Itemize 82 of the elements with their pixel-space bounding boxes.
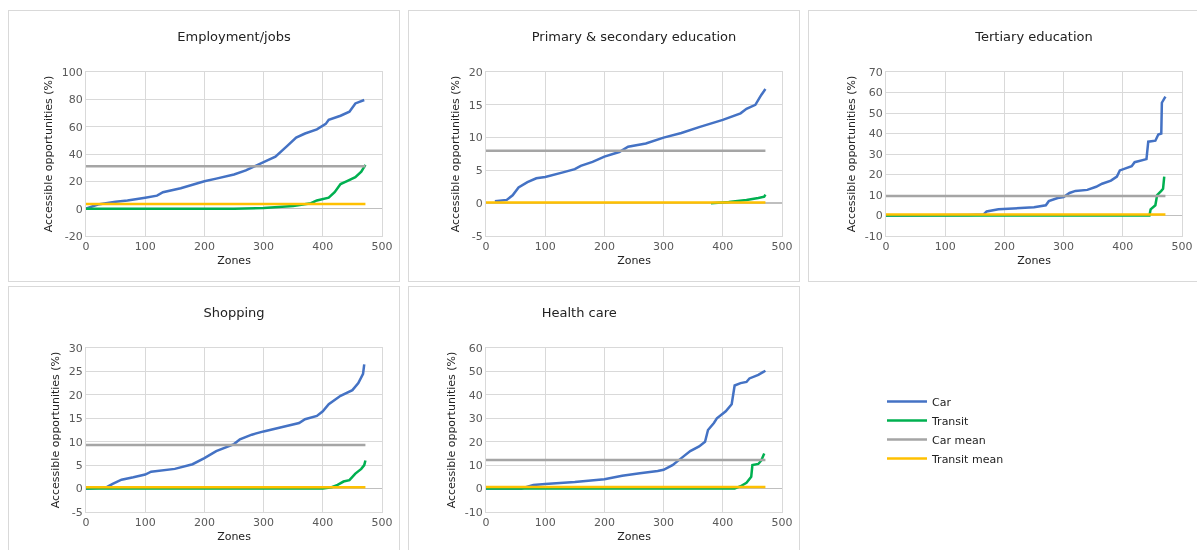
y-tick-label: 0	[475, 482, 483, 496]
y-tick-label: -10	[464, 505, 483, 519]
y-tick-label: 5	[75, 458, 83, 472]
x-tick-label: 100	[534, 516, 556, 530]
chart-title: Employment/jobs	[177, 29, 291, 45]
y-tick-label: 50	[468, 365, 483, 379]
y-tick-label: 20	[468, 65, 483, 79]
x-tick-label: 300	[253, 516, 275, 530]
y-tick-label: 30	[468, 412, 483, 426]
y-tick-label: 60	[868, 86, 883, 100]
x-tick-label: 500	[1171, 240, 1193, 254]
legend-label: Transit	[931, 414, 970, 428]
x-tick-label: 500	[371, 516, 393, 530]
y-tick-label: 0	[75, 202, 83, 216]
chart-title: Health care	[541, 305, 617, 321]
x-tick-label: 300	[1053, 240, 1075, 254]
y-tick-label: 40	[68, 147, 83, 161]
y-tick-label: 100	[61, 65, 83, 79]
y-tick-label: 0	[875, 209, 883, 223]
y-tick-label: 0	[75, 482, 83, 496]
y-tick-label: 15	[68, 412, 83, 426]
y-tick-label: -5	[471, 229, 483, 243]
x-tick-label: 300	[653, 516, 675, 530]
chart-title: Tertiary education	[974, 29, 1093, 45]
y-tick-label: 30	[68, 341, 83, 355]
x-tick-label: 400	[1112, 240, 1134, 254]
y-tick-label: 50	[868, 106, 883, 120]
chart-title: Shopping	[203, 305, 265, 321]
x-tick-label: 100	[934, 240, 956, 254]
x-tick-label: 300	[253, 240, 275, 254]
y-tick-label: -10	[864, 229, 883, 243]
x-tick-label: 500	[771, 516, 793, 530]
x-axis-title: Zones	[617, 254, 652, 268]
x-tick-label: 100	[134, 240, 156, 254]
x-tick-label: 400	[712, 240, 734, 254]
x-axis-title: Zones	[617, 530, 652, 544]
chart-title: Primary & secondary education	[531, 29, 737, 45]
y-axis-title: Accessible opportunities (%)	[845, 75, 859, 233]
x-tick-label: 200	[193, 240, 215, 254]
x-tick-label: 500	[371, 240, 393, 254]
y-tick-label: 15	[468, 98, 483, 112]
x-tick-label: 200	[593, 240, 615, 254]
x-tick-label: 400	[312, 240, 334, 254]
y-tick-label: 10	[868, 188, 883, 202]
y-tick-label: 70	[868, 65, 883, 79]
y-tick-label: 10	[468, 458, 483, 472]
x-tick-label: 400	[312, 516, 334, 530]
y-tick-label: 60	[68, 120, 83, 134]
y-tick-label: 5	[475, 164, 483, 178]
y-tick-label: 25	[68, 365, 83, 379]
x-tick-label: 200	[593, 516, 615, 530]
legend-label: Car mean	[932, 433, 986, 447]
legend-label: Transit mean	[931, 452, 1004, 466]
y-tick-label: -5	[71, 505, 83, 519]
y-tick-label: 40	[468, 388, 483, 402]
y-tick-label: -20	[64, 229, 83, 243]
y-axis-title: Accessible opportunities (%)	[445, 351, 459, 509]
legend-label: Car	[932, 395, 952, 409]
y-tick-label: 80	[68, 93, 83, 107]
y-tick-label: 20	[68, 388, 83, 402]
x-tick-label: 300	[653, 240, 675, 254]
x-tick-label: 200	[993, 240, 1015, 254]
y-tick-label: 0	[475, 197, 483, 211]
x-tick-label: 200	[193, 516, 215, 530]
x-tick-label: 400	[712, 516, 734, 530]
y-tick-label: 10	[468, 131, 483, 145]
y-tick-label: 40	[868, 127, 883, 141]
y-axis-title: Accessible opportunities (%)	[49, 351, 63, 509]
y-tick-label: 60	[468, 341, 483, 355]
x-tick-label: 100	[134, 516, 156, 530]
y-tick-label: 20	[68, 175, 83, 189]
y-tick-label: 20	[468, 435, 483, 449]
y-tick-label: 30	[868, 147, 883, 161]
y-tick-label: 20	[868, 168, 883, 182]
x-tick-label: 100	[534, 240, 556, 254]
x-tick-label: 500	[771, 240, 793, 254]
y-axis-title: Accessible opportunities (%)	[449, 75, 463, 233]
x-axis-title: Zones	[217, 530, 252, 544]
y-tick-label: 10	[68, 435, 83, 449]
y-axis-title: Accessible opportunities (%)	[42, 75, 56, 233]
x-axis-title: Zones	[1017, 254, 1052, 268]
x-axis-title: Zones	[217, 254, 252, 268]
